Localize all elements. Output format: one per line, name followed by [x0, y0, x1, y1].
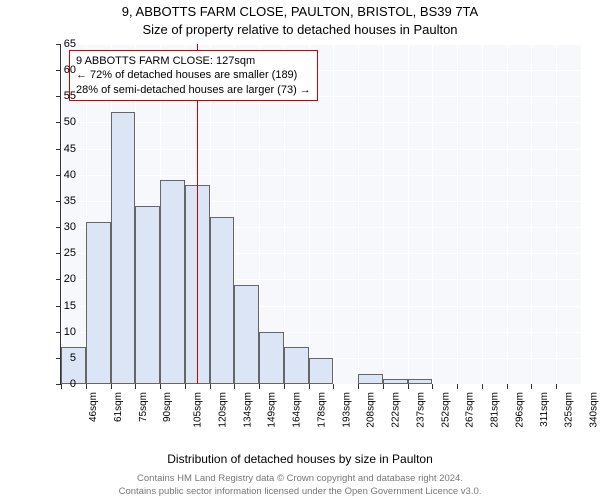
gridline-v	[556, 44, 557, 384]
xtick-label: 134sqm	[242, 392, 253, 428]
xtick-label: 325sqm	[564, 392, 575, 428]
ytick-label: 35	[46, 195, 76, 207]
xtick-mark	[111, 384, 112, 389]
histogram-bar	[111, 112, 136, 384]
ytick-label: 65	[46, 38, 76, 50]
xtick-label: 120sqm	[217, 392, 228, 428]
ytick-label: 10	[46, 326, 76, 338]
xtick-mark	[408, 384, 409, 389]
info-line-1: 9 ABBOTTS FARM CLOSE: 127sqm	[76, 54, 311, 68]
gridline-v	[383, 44, 384, 384]
gridline-h	[61, 44, 581, 45]
chart-title-main: 9, ABBOTTS FARM CLOSE, PAULTON, BRISTOL,…	[0, 4, 600, 19]
x-axis-label: Distribution of detached houses by size …	[0, 452, 600, 466]
xtick-mark	[531, 384, 532, 389]
ytick-label: 5	[46, 352, 76, 364]
info-line-2: ← 72% of detached houses are smaller (18…	[76, 68, 311, 82]
gridline-v	[507, 44, 508, 384]
xtick-mark	[234, 384, 235, 389]
gridline-v	[531, 44, 532, 384]
ytick-label: 60	[46, 64, 76, 76]
xtick-mark	[86, 384, 87, 389]
xtick-mark	[210, 384, 211, 389]
footer-line-1: Contains HM Land Registry data © Crown c…	[0, 473, 600, 484]
xtick-mark	[135, 384, 136, 389]
xtick-label: 296sqm	[515, 392, 526, 428]
info-line-3: 28% of semi-detached houses are larger (…	[76, 83, 311, 97]
ytick-label: 20	[46, 273, 76, 285]
xtick-mark	[284, 384, 285, 389]
gridline-v	[358, 44, 359, 384]
histogram-bar	[210, 217, 235, 384]
xtick-label: 105sqm	[193, 392, 204, 428]
gridline-h	[61, 122, 581, 123]
histogram-bar	[284, 347, 309, 384]
xtick-label: 178sqm	[316, 392, 327, 428]
gridline-h	[61, 149, 581, 150]
gridline-v	[482, 44, 483, 384]
xtick-label: 164sqm	[292, 392, 303, 428]
ytick-label: 0	[46, 378, 76, 390]
gridline-v	[432, 44, 433, 384]
ytick-label: 55	[46, 90, 76, 102]
xtick-label: 340sqm	[589, 392, 600, 428]
xtick-mark	[185, 384, 186, 389]
xtick-label: 193sqm	[341, 392, 352, 428]
ytick-label: 45	[46, 143, 76, 155]
gridline-v	[457, 44, 458, 384]
ytick-label: 40	[46, 169, 76, 181]
gridline-v	[408, 44, 409, 384]
xtick-mark	[259, 384, 260, 389]
xtick-mark	[457, 384, 458, 389]
xtick-mark	[160, 384, 161, 389]
xtick-label: 46sqm	[88, 392, 99, 422]
histogram-bar	[160, 180, 185, 384]
xtick-mark	[432, 384, 433, 389]
xtick-mark	[358, 384, 359, 389]
histogram-bar	[408, 379, 433, 384]
xtick-label: 267sqm	[465, 392, 476, 428]
chart-title-sub: Size of property relative to detached ho…	[0, 22, 600, 37]
xtick-mark	[556, 384, 557, 389]
xtick-label: 61sqm	[113, 392, 124, 422]
xtick-label: 281sqm	[490, 392, 501, 428]
xtick-label: 149sqm	[267, 392, 278, 428]
histogram-bar	[309, 358, 334, 384]
footer-line-2: Contains public sector information licen…	[0, 486, 600, 497]
xtick-mark	[482, 384, 483, 389]
xtick-mark	[309, 384, 310, 389]
xtick-label: 75sqm	[138, 392, 149, 422]
histogram-bar	[259, 332, 284, 384]
gridline-h	[61, 201, 581, 202]
ytick-label: 50	[46, 116, 76, 128]
xtick-mark	[333, 384, 334, 389]
xtick-label: 237sqm	[415, 392, 426, 428]
gridline-h	[61, 384, 581, 385]
gridline-v	[333, 44, 334, 384]
ytick-label: 25	[46, 247, 76, 259]
xtick-label: 208sqm	[366, 392, 377, 428]
ytick-label: 30	[46, 221, 76, 233]
chart-container: 9, ABBOTTS FARM CLOSE, PAULTON, BRISTOL,…	[0, 0, 600, 500]
xtick-label: 252sqm	[440, 392, 451, 428]
plot-area: 9 ABBOTTS FARM CLOSE: 127sqm ← 72% of de…	[60, 44, 581, 385]
histogram-bar	[86, 222, 111, 384]
histogram-bar	[358, 374, 383, 384]
xtick-label: 90sqm	[162, 392, 173, 422]
histogram-bar	[234, 285, 259, 384]
xtick-mark	[507, 384, 508, 389]
xtick-label: 222sqm	[391, 392, 402, 428]
histogram-bar	[135, 206, 160, 384]
xtick-mark	[383, 384, 384, 389]
marker-info-box: 9 ABBOTTS FARM CLOSE: 127sqm ← 72% of de…	[69, 50, 318, 101]
ytick-label: 15	[46, 300, 76, 312]
gridline-h	[61, 175, 581, 176]
histogram-bar	[383, 379, 408, 384]
xtick-label: 311sqm	[539, 392, 550, 427]
